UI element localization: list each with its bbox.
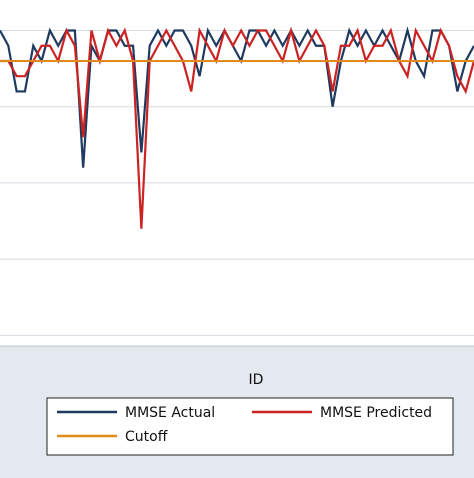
plot-area — [0, 0, 474, 346]
x-axis-label: ID — [249, 372, 264, 388]
plot — [0, 26, 474, 336]
series-line — [0, 26, 474, 229]
legend — [46, 397, 454, 456]
legend-label: Cutoff — [125, 429, 168, 445]
legend-label: MMSE Predicted — [320, 405, 432, 421]
legend-items: MMSE Actual MMSE Predicted Cutoff — [57, 405, 432, 445]
legend-label: MMSE Actual — [125, 405, 215, 421]
